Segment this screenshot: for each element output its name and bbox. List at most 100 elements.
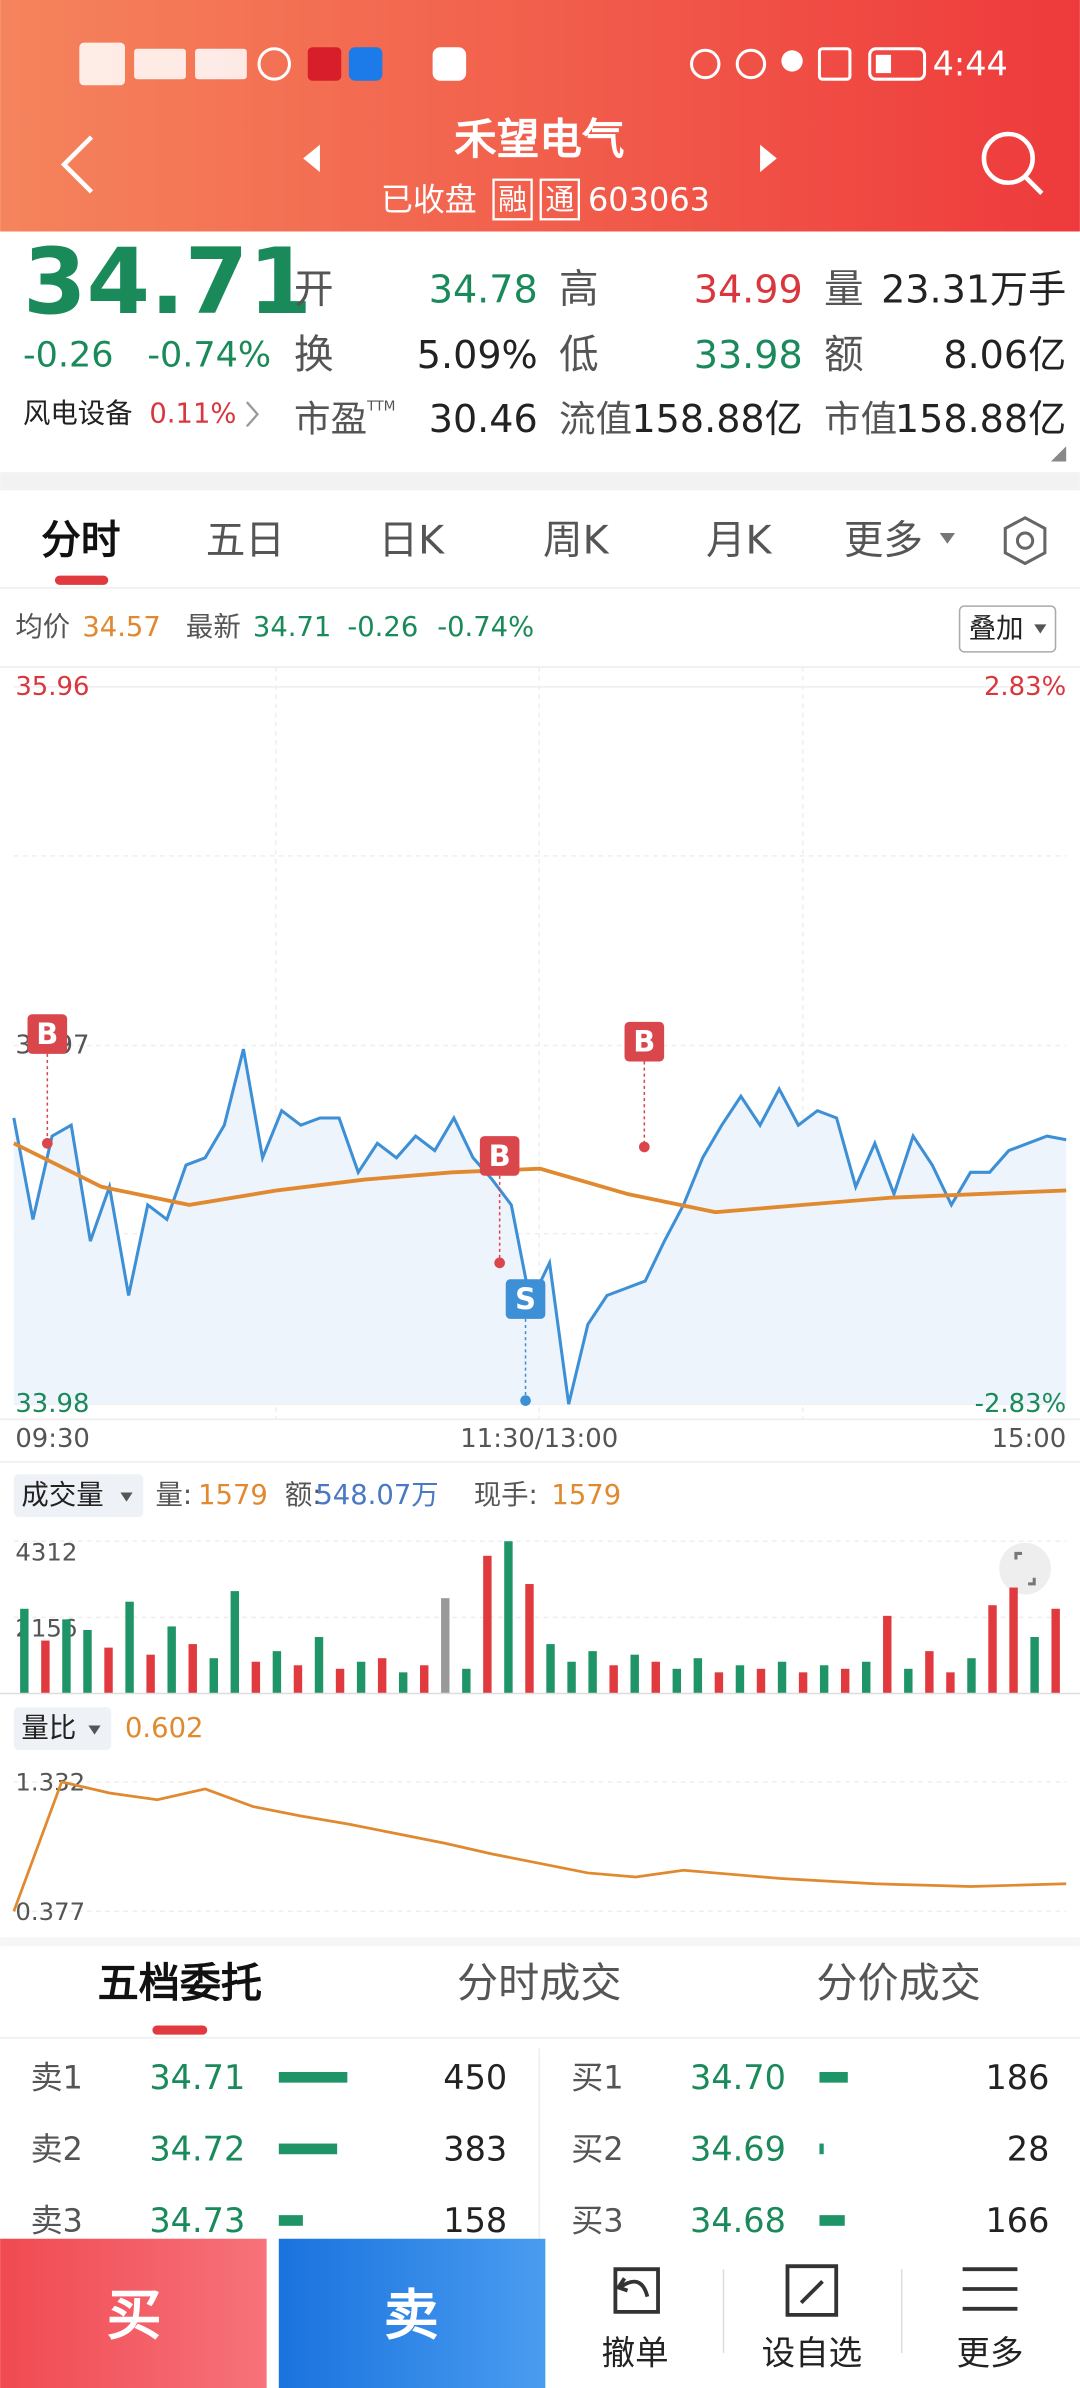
avg-label: 均价 <box>15 612 70 643</box>
field-value: 5.09% <box>417 333 538 377</box>
action-label[interactable]: 更多 <box>957 2333 1024 2372</box>
volume-bar <box>230 1591 240 1694</box>
chart-tab[interactable]: 更多 <box>844 518 923 564</box>
avg-price: 34.57 <box>82 612 160 643</box>
chart-tab[interactable]: 月K <box>706 518 773 564</box>
book-tab[interactable]: 五档委托 <box>98 1959 262 2007</box>
y-tick-label: 33.98 <box>15 1389 89 1419</box>
volume-bar <box>819 1665 829 1694</box>
sell-label[interactable]: 卖 <box>384 2283 439 2347</box>
volume-bar <box>609 1665 618 1694</box>
volume-bar <box>41 1640 50 1694</box>
volume-bar <box>567 1661 576 1694</box>
sell-button[interactable] <box>278 2238 546 2388</box>
volume-bar <box>146 1654 155 1694</box>
book-volume: 186 <box>985 2058 1049 2097</box>
field-label: 高 <box>559 266 599 312</box>
action-dividers <box>722 2269 903 2353</box>
volume-bar <box>693 1658 703 1694</box>
volume-bar <box>20 1608 29 1694</box>
volume-menu[interactable] <box>13 1474 144 1517</box>
sector-name[interactable]: 风电设备 <box>23 399 133 430</box>
trade-label: B <box>36 1017 58 1051</box>
stock-code: 603063 <box>588 181 710 219</box>
book-volume: 383 <box>443 2129 507 2168</box>
trade-badge <box>27 1014 68 1054</box>
book-tab[interactable]: 分时成交 <box>457 1959 621 2007</box>
x-tick-label: 15:00 <box>992 1424 1067 1454</box>
search-button[interactable] <box>981 131 1044 196</box>
chart-tab[interactable]: 五日 <box>206 518 285 564</box>
volume-bar <box>756 1668 766 1694</box>
y-tick-label: 35.96 <box>15 672 89 702</box>
volume-bar <box>546 1644 555 1694</box>
chart-tab[interactable]: 日K <box>379 518 446 564</box>
badge: 融 <box>498 183 527 217</box>
volume-bar <box>714 1672 724 1694</box>
book-bar <box>819 2071 848 2083</box>
trade-point <box>494 1257 505 1269</box>
overlay-button[interactable] <box>958 605 1057 653</box>
volume-bar <box>925 1651 934 1694</box>
pct-tick-label: 2.83% <box>984 672 1066 702</box>
volume-bar <box>798 1672 808 1694</box>
chart-tab[interactable]: 周K <box>543 518 610 564</box>
next-stock[interactable] <box>760 144 777 173</box>
price-change: -0.26 <box>23 334 114 375</box>
buy-button[interactable] <box>0 2238 267 2388</box>
book-price: 34.71 <box>149 2058 245 2097</box>
volume-bar <box>1051 1608 1060 1694</box>
volume-bar <box>272 1651 282 1694</box>
amt-value: 548.07万 <box>315 1480 438 1511</box>
latest-price: 34.71 <box>253 612 331 643</box>
volume-bar <box>441 1598 450 1694</box>
book-tab[interactable]: 分价成交 <box>816 1959 980 2007</box>
tab-indicator <box>54 575 109 585</box>
book-level: 买3 <box>571 2201 623 2239</box>
volume-bar <box>251 1661 261 1694</box>
book-price: 34.68 <box>690 2201 786 2240</box>
volume-bar <box>735 1665 745 1694</box>
volume-bar <box>377 1658 387 1694</box>
volume-bar <box>483 1555 492 1694</box>
expand-icon[interactable] <box>999 1542 1051 1595</box>
settings-icon[interactable] <box>1003 516 1047 566</box>
latest-change: -0.26 <box>347 612 418 643</box>
volume-bar <box>209 1658 218 1694</box>
ratio-tick-label: 0.377 <box>15 1897 85 1926</box>
action-label[interactable]: 撤单 <box>602 2333 669 2372</box>
trade-badge <box>479 1136 520 1176</box>
settings-icon-center <box>1015 531 1035 550</box>
back-button[interactable] <box>60 135 94 194</box>
prev-stock[interactable] <box>303 144 320 173</box>
market-status: 已收盘 <box>381 181 477 219</box>
ratio-dropdown <box>88 1725 101 1735</box>
volume-bar <box>904 1668 913 1694</box>
book-bar <box>819 2143 824 2155</box>
chart-tab[interactable]: 分时 <box>41 518 120 564</box>
vol-label: 量: <box>155 1480 192 1511</box>
ratio-menu[interactable] <box>13 1707 112 1750</box>
volume-bar <box>62 1619 71 1694</box>
field-label: 市值 <box>824 397 897 440</box>
volume-bar <box>588 1651 597 1694</box>
volume-bar <box>1030 1637 1039 1694</box>
volume-bar <box>83 1629 92 1694</box>
latest-label: 最新 <box>186 612 241 643</box>
volume-bar <box>314 1637 324 1694</box>
trade-label: B <box>633 1025 655 1059</box>
badge-box <box>492 178 533 221</box>
volume-dropdown <box>120 1492 133 1502</box>
action-label[interactable]: 设自选 <box>762 2333 862 2372</box>
status-time: 4:44 <box>933 44 1008 83</box>
sector-change: 0.11% <box>149 399 236 430</box>
volume-bar <box>967 1658 976 1694</box>
buy-label[interactable]: 买 <box>107 2283 162 2347</box>
volume-bar <box>293 1665 303 1694</box>
field-value: 8.06亿 <box>943 333 1066 377</box>
volume-bar <box>1009 1587 1018 1694</box>
hand-label: 现手: <box>474 1480 538 1511</box>
x-tick-label: 11:30/13:00 <box>460 1424 618 1454</box>
volume-bar <box>125 1601 134 1694</box>
